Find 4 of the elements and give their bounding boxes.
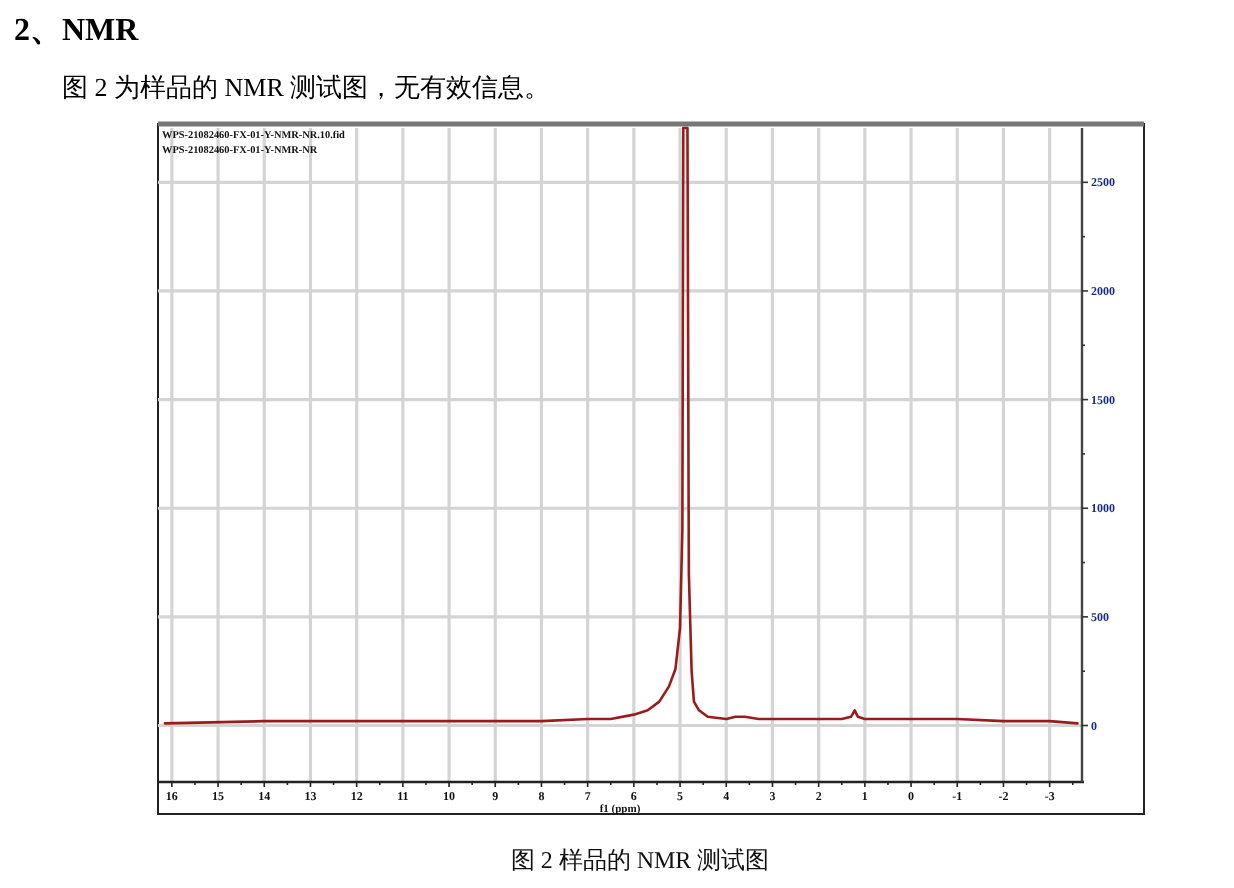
chart-subtitle: 图 2 为样品的 NMR 测试图，无有效信息。 — [62, 72, 551, 102]
line-series — [163, 126, 1079, 725]
chart-title: 2、NMR — [14, 14, 140, 48]
caption: 图 2 样品的 NMR 测试图 — [510, 846, 770, 874]
